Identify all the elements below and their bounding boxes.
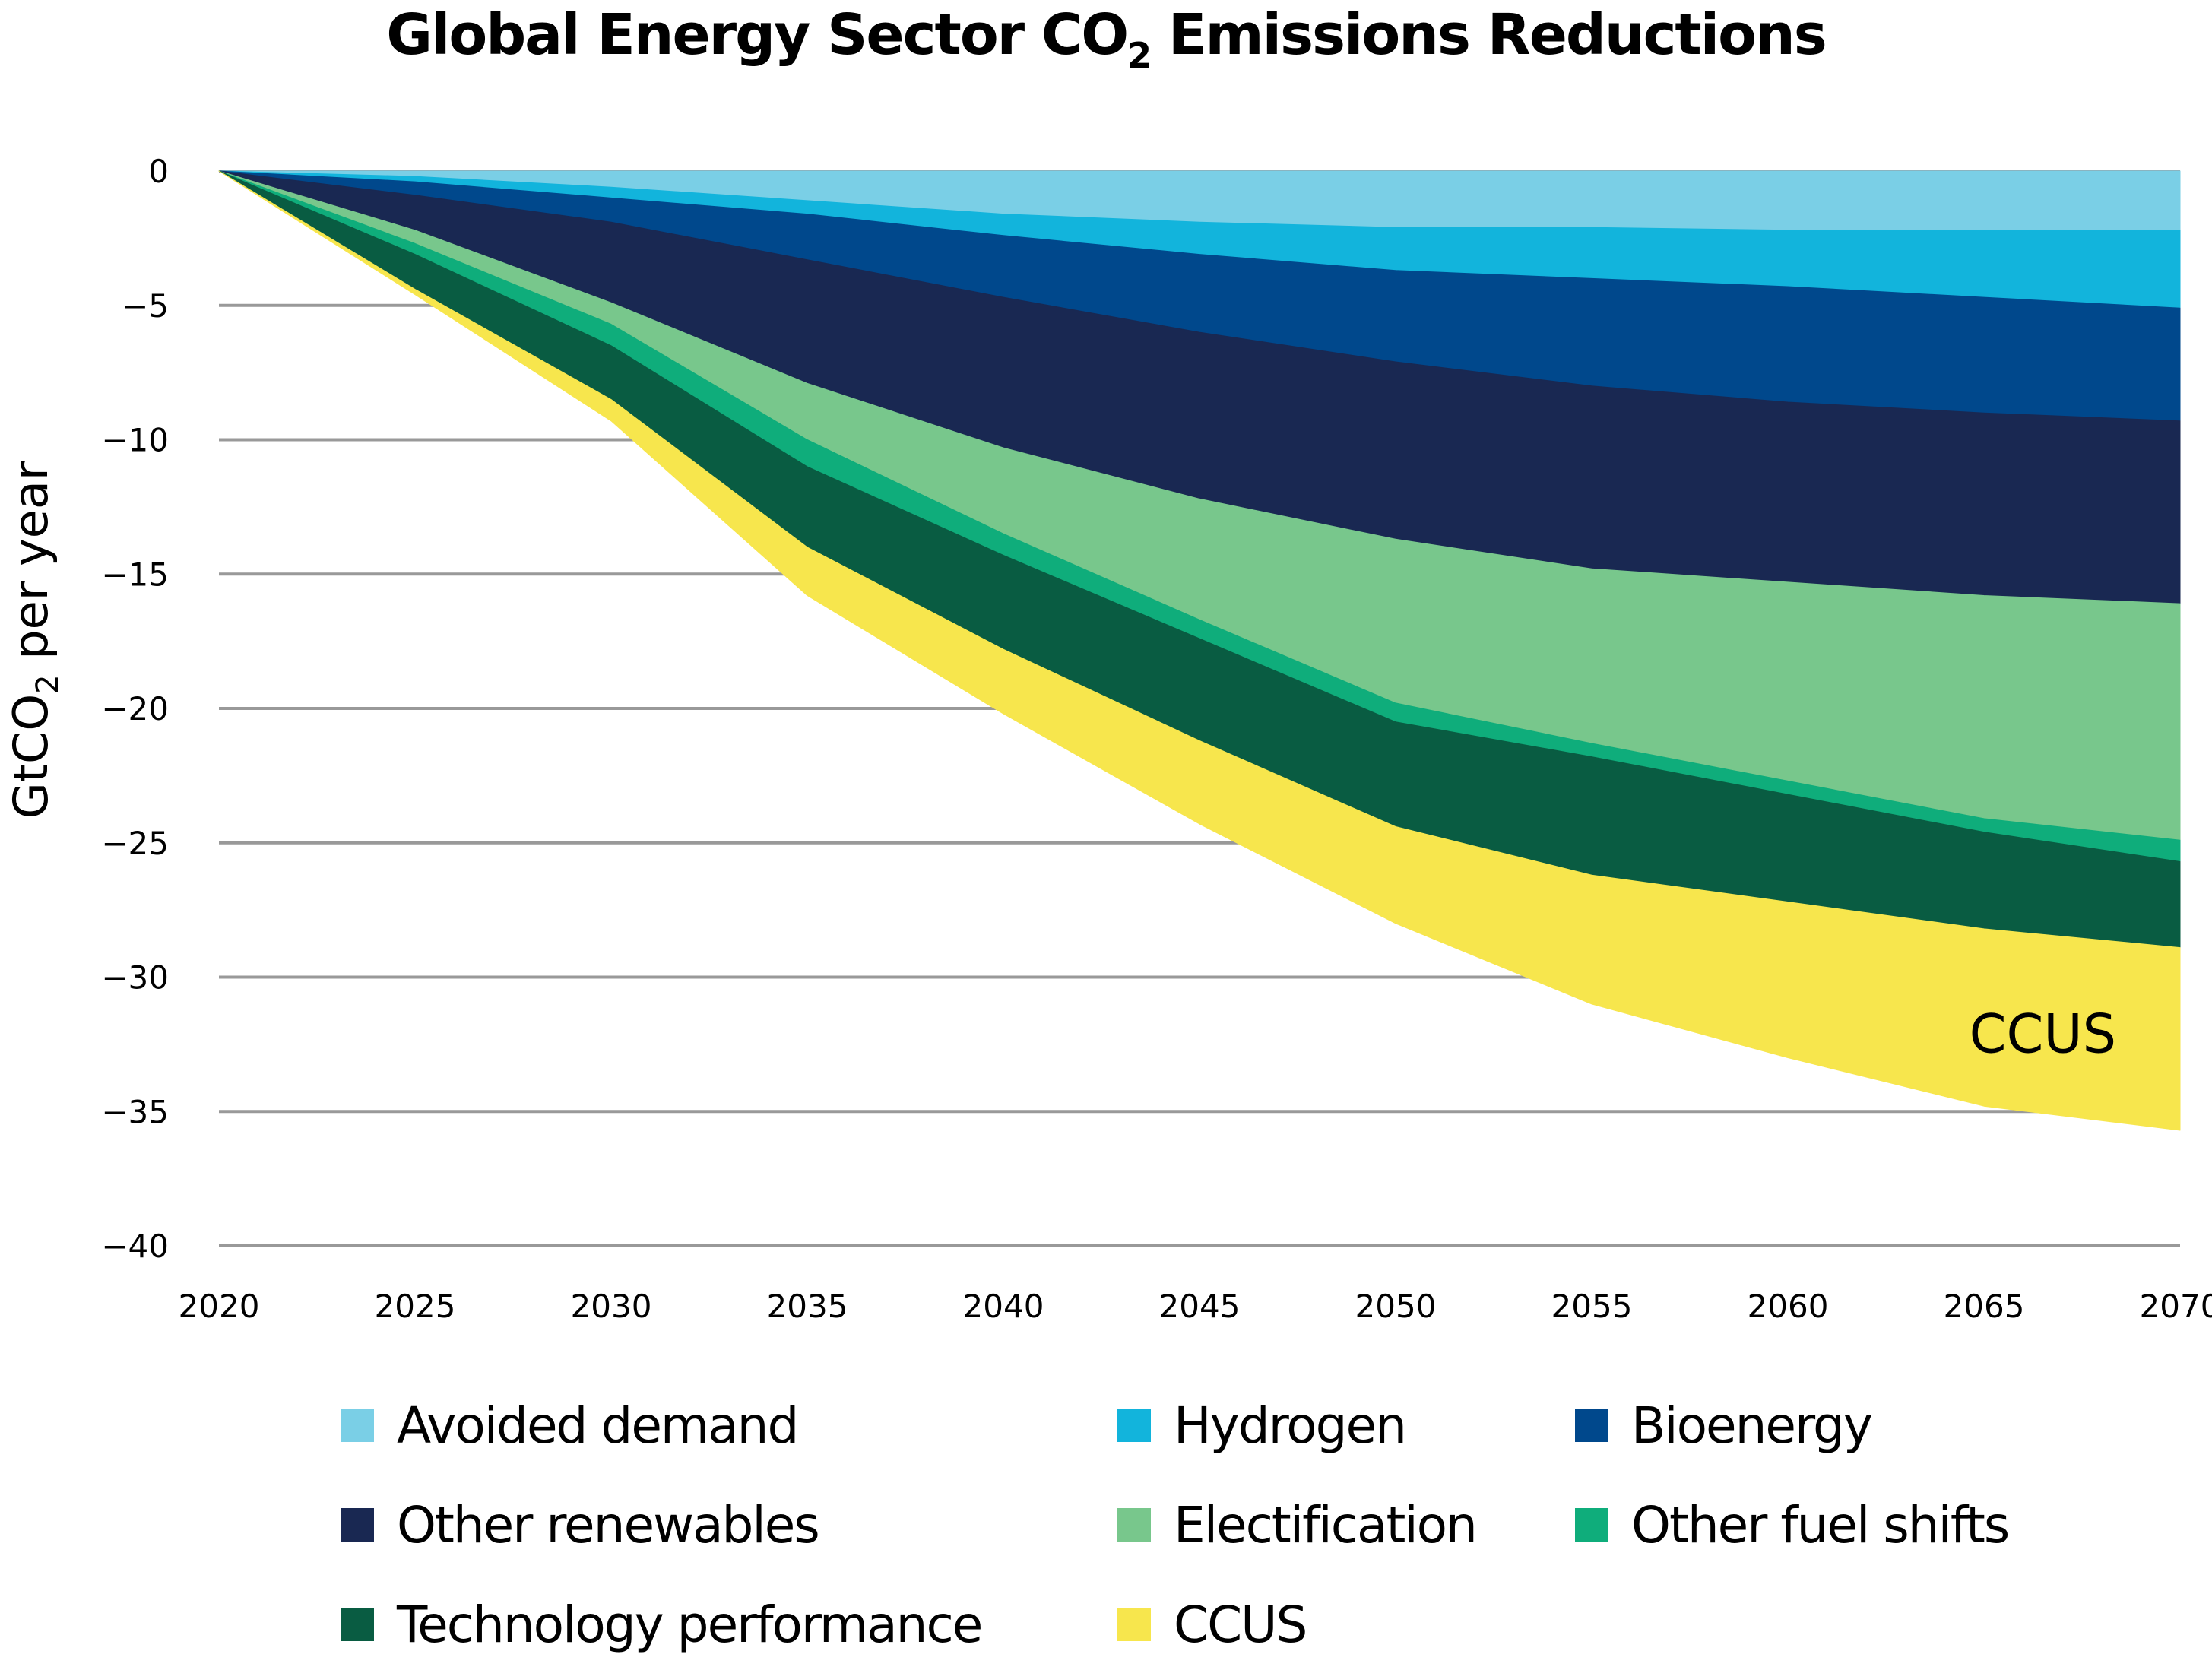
- legend-label-bioenergy: Bioenergy: [1631, 1396, 1873, 1455]
- legend-label-technology-performance: Technology performance: [397, 1595, 983, 1654]
- legend-item-other-fuel-shifts: Other fuel shifts: [1575, 1483, 2010, 1567]
- y-tick-label: −15: [101, 556, 169, 593]
- x-tick-label: 2055: [1551, 1288, 1633, 1325]
- legend-item-technology-performance: Technology performance: [341, 1583, 983, 1666]
- annotations: CCUS: [1970, 1003, 2116, 1065]
- y-tick-label: −10: [101, 422, 169, 459]
- legend-swatch-other-renewables: [341, 1508, 374, 1542]
- legend-label-other-fuel-shifts: Other fuel shifts: [1631, 1495, 2010, 1554]
- legend-swatch-technology-performance: [341, 1608, 374, 1641]
- legend-swatch-hydrogen: [1117, 1409, 1151, 1442]
- x-axis-ticks: 2020 2025 2030 2035 2040 2045 2050 2055 2060 2065…: [179, 1288, 2212, 1325]
- x-tick-label: 2070: [2140, 1288, 2212, 1325]
- x-tick-label: 2045: [1159, 1288, 1241, 1325]
- legend-label-avoided-demand: Avoided demand: [397, 1396, 799, 1455]
- area-ccus: [218, 170, 2181, 1131]
- y-tick-label: −5: [122, 287, 169, 325]
- area-series: [218, 170, 2181, 1131]
- legend-item-bioenergy: Bioenergy: [1575, 1383, 1873, 1467]
- y-tick-label: 0: [148, 153, 169, 190]
- y-axis-label-prefix: GtCO: [3, 694, 59, 819]
- y-tick-label: −25: [101, 825, 169, 862]
- y-tick-label: −30: [101, 959, 169, 997]
- legend-swatch-electification: [1117, 1508, 1151, 1542]
- chart-title-subscript: 2: [1127, 35, 1152, 76]
- legend-item-other-renewables: Other renewables: [341, 1483, 820, 1567]
- x-tick-label: 2020: [179, 1288, 260, 1325]
- legend-item-hydrogen: Hydrogen: [1117, 1383, 1407, 1467]
- legend-swatch-bioenergy: [1575, 1409, 1608, 1442]
- chart-title: Global Energy Sector CO2 Emissions Reduc…: [0, 0, 2212, 88]
- x-tick-label: 2050: [1355, 1288, 1437, 1325]
- annotation-ccus: CCUS: [1970, 1003, 2116, 1065]
- y-axis-label: GtCO2 per year: [3, 461, 65, 819]
- y-axis-label-subscript: 2: [30, 674, 65, 693]
- y-axis-label-suffix: per year: [3, 461, 59, 674]
- x-tick-label: 2025: [375, 1288, 456, 1325]
- legend-item-avoided-demand: Avoided demand: [341, 1383, 799, 1467]
- y-axis-ticks: 0 −5 −10 −15 −20 −25 −30 −35 −40: [101, 153, 169, 1265]
- legend-label-electification: Electification: [1174, 1495, 1478, 1554]
- legend-label-ccus: CCUS: [1174, 1595, 1307, 1654]
- legend-label-hydrogen: Hydrogen: [1174, 1396, 1407, 1455]
- legend-swatch-avoided-demand: [341, 1409, 374, 1442]
- x-tick-label: 2065: [1944, 1288, 2025, 1325]
- legend-swatch-ccus: [1117, 1608, 1151, 1641]
- x-tick-label: 2030: [571, 1288, 652, 1325]
- stacked-area-chart: 0 −5 −10 −15 −20 −25 −30 −35 −40 2020 2025 2030 203…: [3, 153, 2212, 1325]
- x-tick-label: 2035: [767, 1288, 848, 1325]
- legend: Avoided demand Hydrogen Bioenergy Other …: [341, 1383, 2089, 1657]
- y-tick-label: −40: [101, 1228, 169, 1265]
- chart-title-prefix: Global Energy Sector CO: [386, 2, 1129, 68]
- x-tick-label: 2040: [963, 1288, 1044, 1325]
- y-tick-label: −35: [101, 1093, 169, 1130]
- legend-item-ccus: CCUS: [1117, 1583, 1307, 1666]
- legend-item-electification: Electification: [1117, 1483, 1478, 1567]
- y-tick-label: −20: [101, 690, 169, 727]
- legend-swatch-other-fuel-shifts: [1575, 1508, 1608, 1542]
- legend-label-other-renewables: Other renewables: [397, 1495, 820, 1554]
- chart-title-suffix: Emissions Reductions: [1150, 2, 1827, 68]
- x-tick-label: 2060: [1748, 1288, 1829, 1325]
